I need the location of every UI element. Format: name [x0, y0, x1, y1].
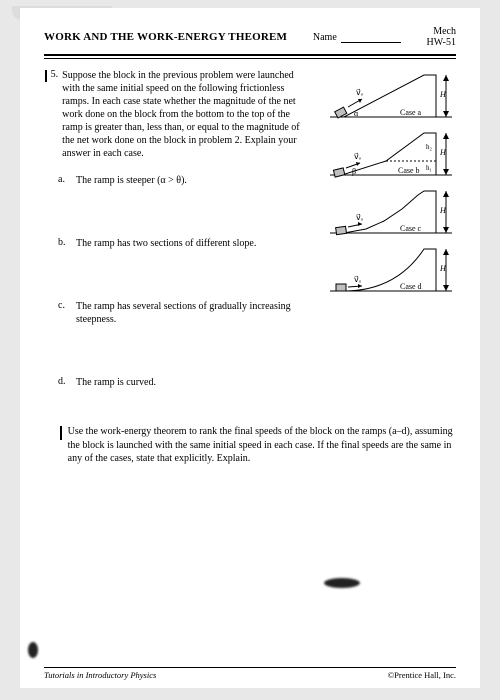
diagram-case-a: v⃗ₒ α H Case a [326, 69, 456, 121]
header-rule [44, 58, 456, 59]
worksheet-page: WORK AND THE WORK-ENERGY THEOREM Name Me… [20, 8, 480, 688]
scan-smudge-icon [28, 642, 38, 658]
v-label-a: v⃗ₒ [356, 88, 364, 97]
angle-b-label: β [352, 167, 356, 176]
margin-mark-icon [44, 70, 47, 82]
diagram-case-c: v⃗ₒ H Case c [326, 185, 456, 237]
page-title: WORK AND THE WORK-ENERGY THEOREM [44, 31, 287, 43]
footer-left: Tutorials in Introductory Physics [44, 670, 156, 680]
part-b-label: b. [58, 237, 68, 250]
diagram-case-d: v⃗ₒ H Case d [326, 243, 456, 295]
code-subject: Mech [427, 26, 456, 37]
part-c-text: The ramp has several sections of gradual… [76, 300, 312, 326]
followup-text: Use the work-energy theorem to rank the … [68, 425, 456, 466]
code-hw: HW-51 [427, 37, 456, 48]
part-a: a. The ramp is steeper (α > θ). [58, 174, 312, 187]
name-label: Name [313, 32, 337, 43]
case-b-label: Case b [398, 166, 420, 175]
v-label-c: v⃗ₒ [356, 213, 364, 222]
v-label-d: v⃗ₒ [354, 275, 362, 284]
page-footer: Tutorials in Introductory Physics ©Prent… [44, 667, 456, 680]
h1-label: h₁ [426, 164, 432, 172]
question-intro: 5. Suppose the block in the previous pro… [44, 69, 312, 160]
page-header: WORK AND THE WORK-ENERGY THEOREM Name Me… [44, 26, 456, 56]
name-field-group: Name [313, 32, 401, 43]
v-label-b: v⃗ₒ [354, 152, 362, 161]
part-c-label: c. [58, 300, 68, 326]
question-number: 5. [51, 69, 59, 160]
part-b: b. The ramp has two sections of differen… [58, 237, 312, 250]
margin-mark-icon [58, 426, 62, 440]
name-blank-line [341, 33, 401, 43]
question-text-column: 5. Suppose the block in the previous pro… [44, 69, 318, 403]
part-a-label: a. [58, 174, 68, 187]
part-d-label: d. [58, 376, 68, 389]
course-code: Mech HW-51 [427, 26, 456, 48]
case-c-label: Case c [400, 224, 422, 233]
part-d: d. The ramp is curved. [58, 376, 312, 389]
case-d-label: Case d [400, 282, 422, 291]
part-b-text: The ramp has two sections of different s… [76, 237, 312, 250]
part-a-text: The ramp is steeper (α > θ). [76, 174, 312, 187]
part-c: c. The ramp has several sections of grad… [58, 300, 312, 326]
diagram-column: v⃗ₒ α H Case a v⃗ₒ β h₂ h₁ H Case b [326, 69, 456, 403]
part-d-text: The ramp is curved. [76, 376, 312, 389]
footer-right: ©Prentice Hall, Inc. [388, 670, 456, 680]
case-a-label: Case a [400, 108, 422, 117]
diagram-case-b: v⃗ₒ β h₂ h₁ H Case b [326, 127, 456, 179]
h2-label: h₂ [426, 143, 433, 151]
followup-question: Use the work-energy theorem to rank the … [58, 425, 456, 466]
question-5: 5. Suppose the block in the previous pro… [44, 69, 456, 403]
question-intro-text: Suppose the block in the previous proble… [62, 69, 312, 160]
scan-smudge-icon [324, 578, 360, 588]
